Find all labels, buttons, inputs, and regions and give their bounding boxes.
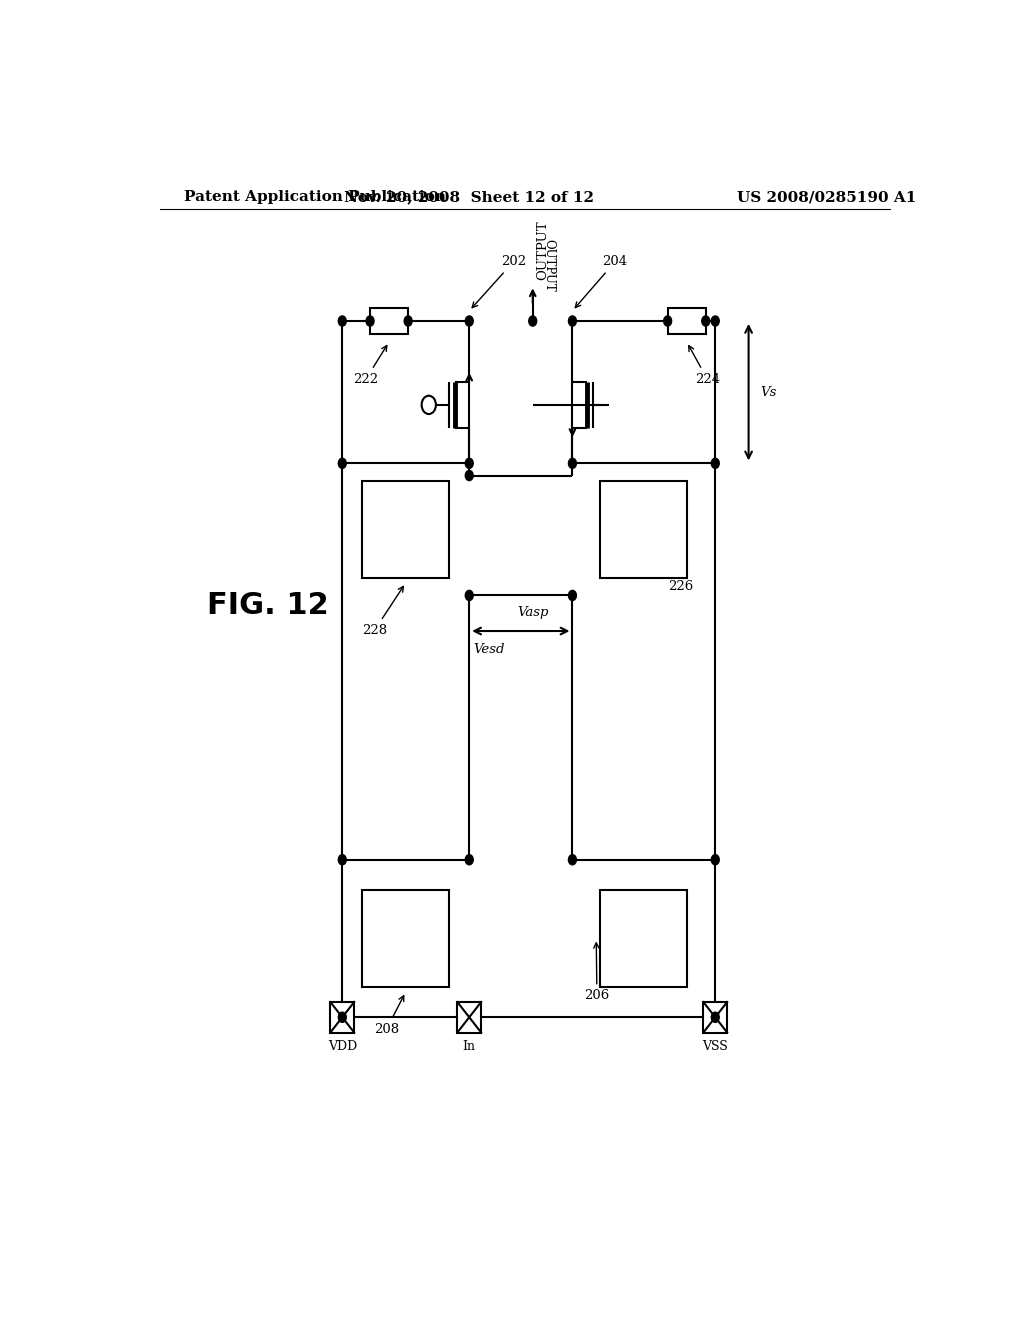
Text: Vs: Vs (761, 385, 777, 399)
Text: Patent Application Publication: Patent Application Publication (183, 190, 445, 205)
Text: VSS: VSS (702, 1040, 728, 1052)
Text: ELECTROSTATIC
PROTECTION
ELEMENT: ELECTROSTATIC PROTECTION ELEMENT (599, 512, 688, 546)
Text: 208: 208 (374, 995, 403, 1035)
Bar (331, 1002, 354, 1032)
Text: Vesd: Vesd (473, 643, 505, 656)
Text: In: In (463, 1040, 476, 1052)
Text: 226: 226 (600, 521, 693, 594)
Circle shape (712, 458, 719, 469)
Text: Nov. 20, 2008  Sheet 12 of 12: Nov. 20, 2008 Sheet 12 of 12 (344, 190, 594, 205)
Text: OUTPUT: OUTPUT (543, 239, 555, 292)
Bar (458, 1002, 481, 1032)
Text: 202: 202 (472, 255, 526, 308)
Circle shape (664, 315, 672, 326)
Bar (600, 480, 687, 578)
Text: OUTPUT: OUTPUT (537, 220, 550, 280)
Text: 206: 206 (585, 942, 609, 1002)
Bar (362, 890, 450, 987)
Circle shape (465, 315, 473, 326)
Circle shape (465, 590, 473, 601)
Circle shape (338, 854, 346, 865)
Text: 228: 228 (362, 586, 403, 636)
Circle shape (568, 590, 577, 601)
Circle shape (338, 315, 346, 326)
Circle shape (367, 315, 374, 326)
Circle shape (701, 315, 710, 326)
Text: ELECTROSTATIC
PROTECTION
ELEMENT: ELECTROSTATIC PROTECTION ELEMENT (361, 921, 451, 956)
Text: US 2008/0285190 A1: US 2008/0285190 A1 (736, 190, 916, 205)
Circle shape (465, 854, 473, 865)
Text: FIG. 12: FIG. 12 (207, 591, 329, 620)
Circle shape (528, 315, 537, 326)
Circle shape (712, 1012, 719, 1022)
Text: ELECTROSTATIC
PROTECTION
ELEMENT: ELECTROSTATIC PROTECTION ELEMENT (361, 512, 451, 546)
Circle shape (568, 854, 577, 865)
Text: Vasp: Vasp (517, 606, 549, 619)
Circle shape (568, 315, 577, 326)
Bar (668, 309, 706, 334)
Text: VDD: VDD (328, 1040, 357, 1052)
Circle shape (465, 458, 473, 469)
Circle shape (465, 470, 473, 480)
Bar (362, 480, 450, 578)
Circle shape (712, 854, 719, 865)
Bar (703, 1002, 727, 1032)
Text: 224: 224 (689, 346, 720, 385)
Circle shape (338, 458, 346, 469)
Circle shape (568, 458, 577, 469)
Bar (370, 309, 409, 334)
Bar (600, 890, 687, 987)
Text: 204: 204 (575, 255, 628, 308)
Circle shape (404, 315, 412, 326)
Circle shape (338, 1012, 346, 1022)
Text: ELECTROSTATIC
PROTECTION
ELEMENT: ELECTROSTATIC PROTECTION ELEMENT (599, 921, 688, 956)
Circle shape (712, 315, 719, 326)
Text: 222: 222 (353, 346, 387, 385)
